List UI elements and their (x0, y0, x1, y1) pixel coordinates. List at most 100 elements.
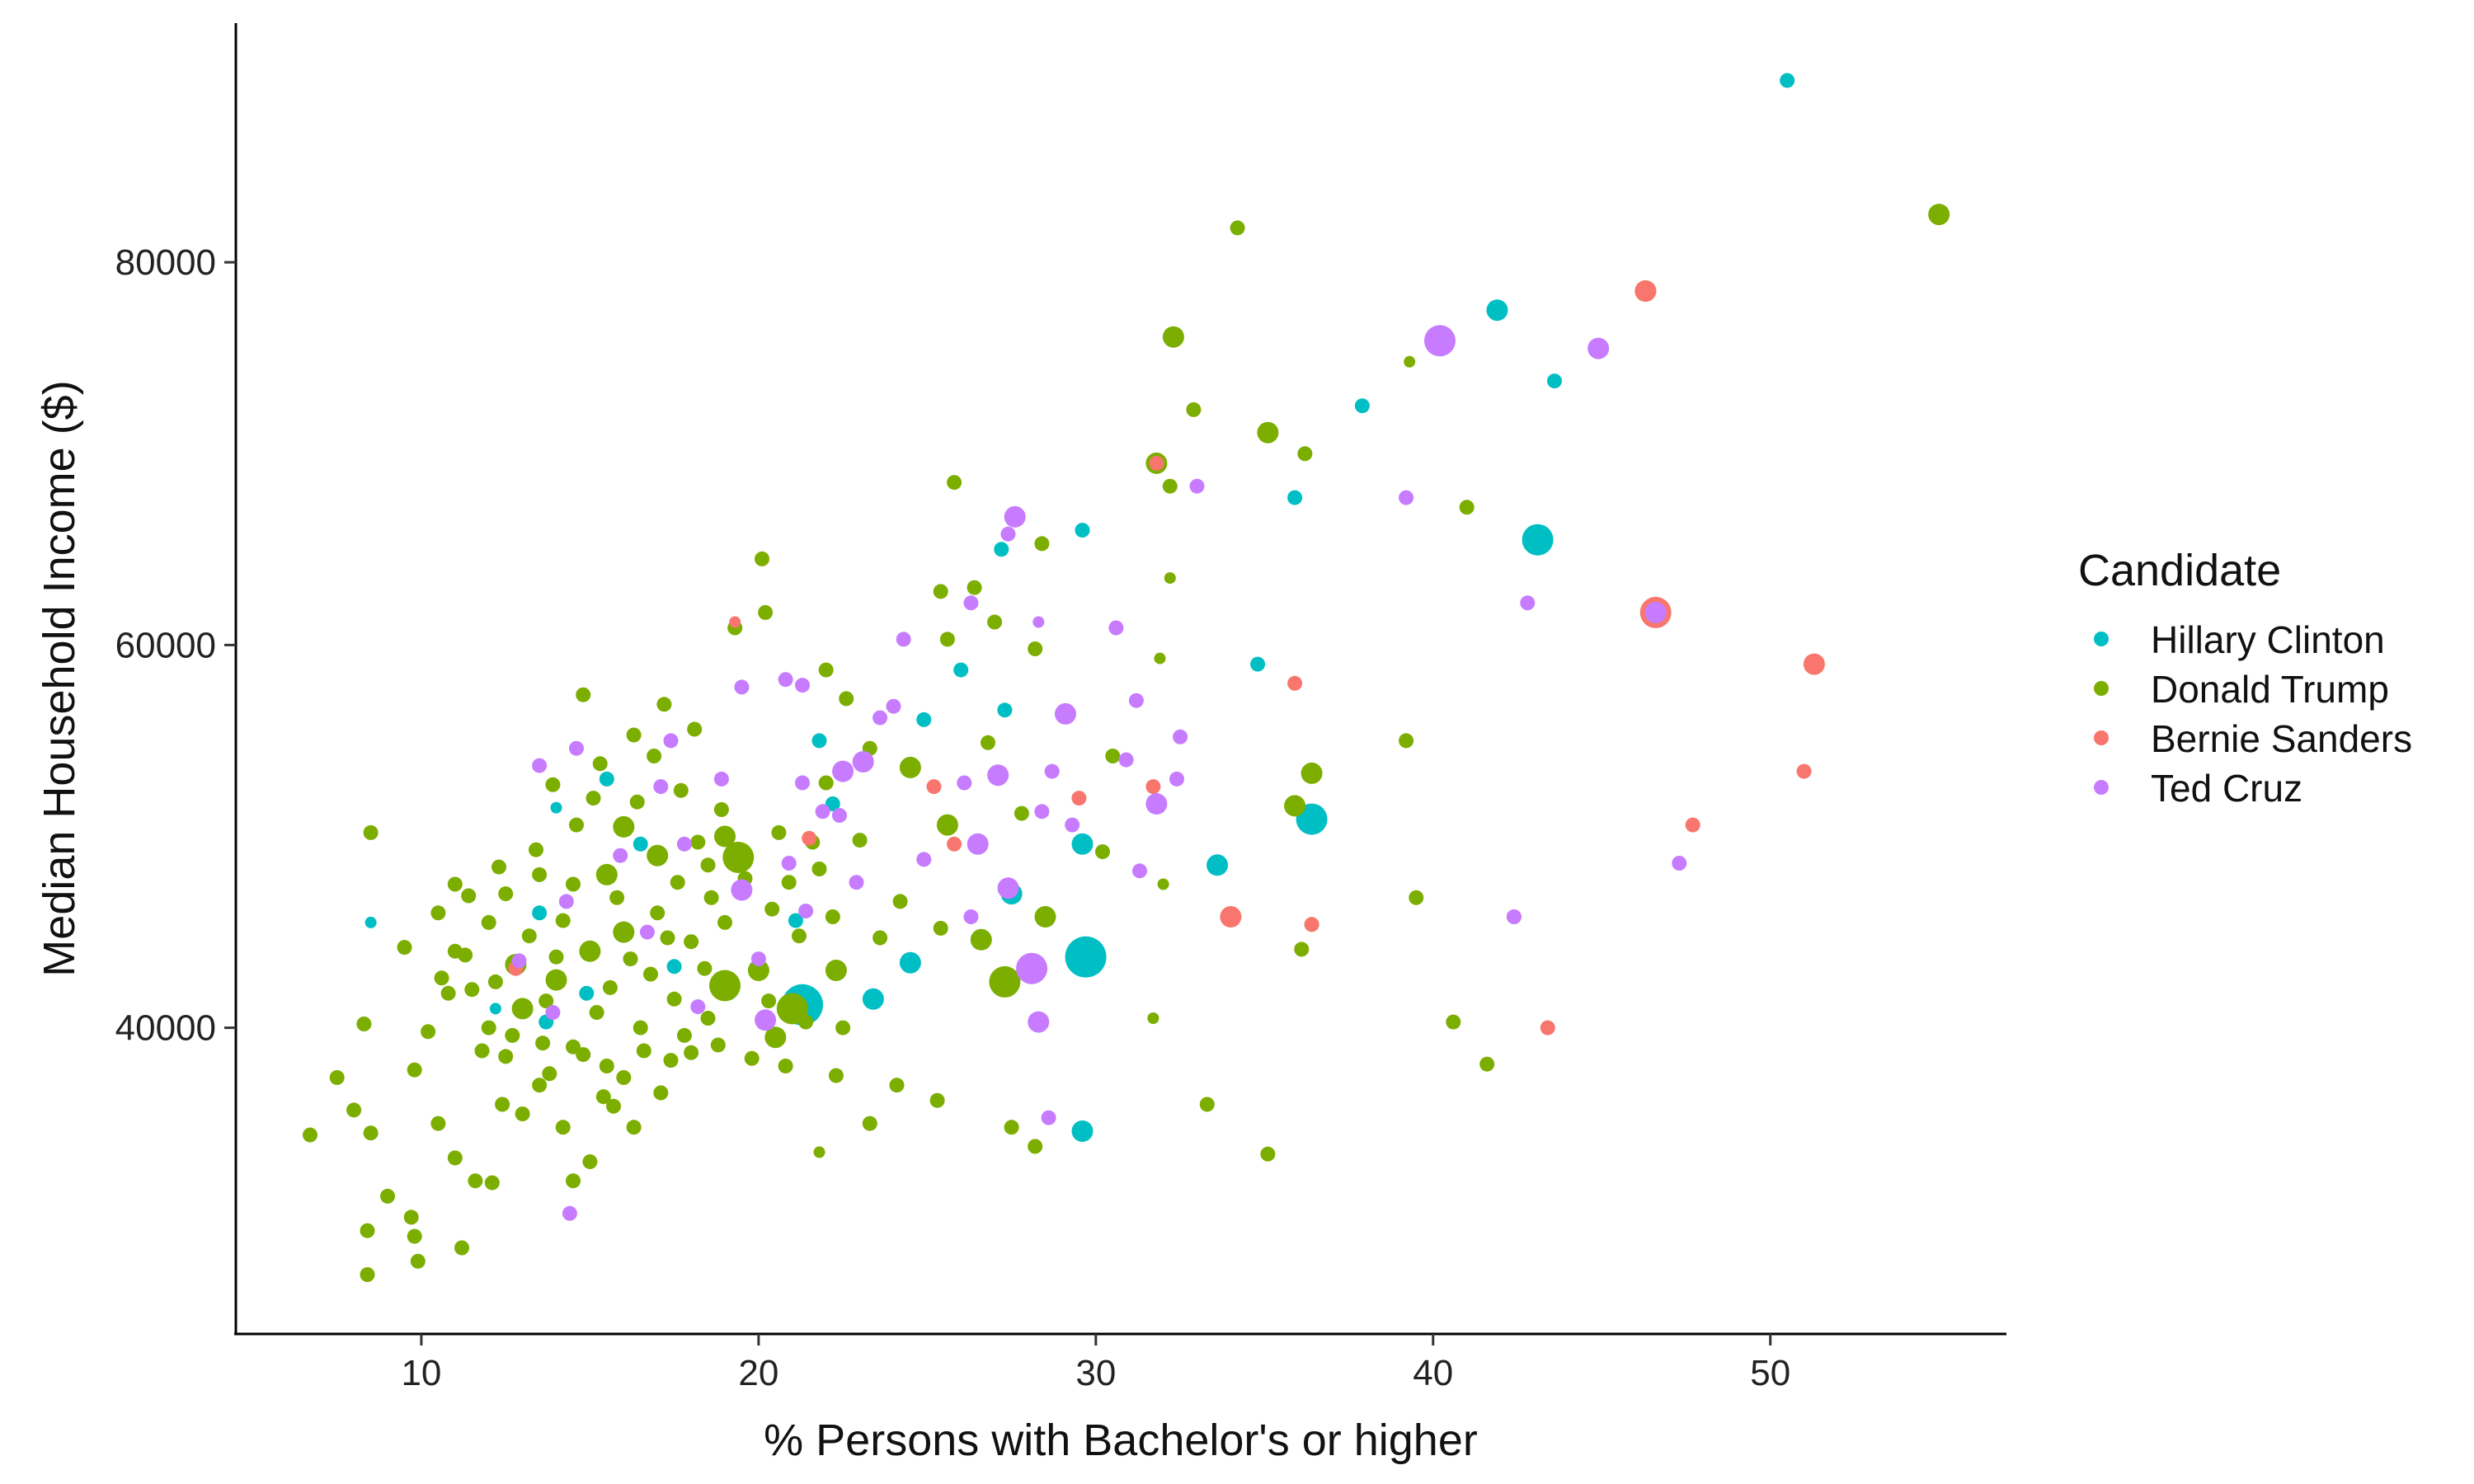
data-point (755, 551, 769, 566)
data-point (440, 985, 456, 1001)
data-point (447, 1150, 463, 1166)
data-point (734, 679, 750, 695)
x-tick-label: 30 (1075, 1353, 1116, 1393)
data-point (363, 1125, 379, 1141)
data-point (747, 960, 769, 981)
data-point (663, 733, 679, 749)
data-point (731, 879, 753, 901)
data-point (609, 890, 625, 905)
data-point (1459, 500, 1475, 515)
x-tick-label: 50 (1750, 1353, 1790, 1393)
data-point (852, 751, 874, 773)
data-point (303, 1127, 317, 1143)
data-point (613, 921, 635, 943)
data-point (1399, 490, 1414, 505)
y-tick-label: 40000 (115, 1008, 216, 1049)
data-point (811, 733, 827, 749)
data-point (947, 475, 962, 491)
data-point (1672, 856, 1687, 871)
data-point (997, 877, 1019, 899)
data-point (713, 771, 729, 787)
data-point (967, 580, 982, 595)
data-point (1164, 572, 1176, 585)
data-point (1506, 909, 1522, 924)
data-point (529, 842, 543, 857)
data-point (1173, 729, 1188, 744)
data-point (430, 905, 446, 921)
data-point (407, 1228, 422, 1244)
data-point (410, 1253, 426, 1269)
data-point (1154, 652, 1166, 665)
data-point (899, 951, 921, 974)
data-point (967, 833, 989, 855)
data-point (1587, 337, 1610, 359)
data-point (1547, 373, 1562, 389)
data-point (802, 830, 817, 846)
data-point (889, 1078, 905, 1093)
data-point (576, 1047, 591, 1063)
legend-items: Hillary Clinton Donald Trump Bernie Sander… (2094, 618, 2412, 810)
data-point (684, 1045, 699, 1060)
data-point (997, 702, 1013, 718)
data-point (729, 616, 741, 628)
data-point (872, 930, 888, 946)
data-point (666, 959, 682, 974)
data-point (792, 928, 807, 944)
data-point (403, 1209, 419, 1225)
data-point (626, 1120, 642, 1135)
data-point (1118, 752, 1134, 768)
data-point (758, 604, 774, 620)
data-point (916, 852, 932, 867)
data-point (656, 697, 672, 712)
data-point (771, 824, 787, 840)
data-point (545, 1005, 561, 1020)
data-point (595, 863, 618, 885)
data-point (750, 951, 766, 967)
data-point (1032, 616, 1045, 628)
data-point (647, 844, 669, 866)
data-point (673, 782, 689, 798)
data-point (511, 998, 534, 1020)
data-point (929, 1092, 945, 1108)
data-point (714, 825, 736, 848)
data-point (1796, 763, 1812, 779)
data-point (1803, 653, 1825, 675)
data-point (835, 1020, 851, 1036)
data-point (755, 1009, 777, 1031)
data-point (474, 1043, 490, 1059)
data-point (684, 934, 699, 950)
data-point (1145, 779, 1161, 795)
x-tick-label: 40 (1413, 1353, 1453, 1393)
data-point (862, 1115, 877, 1131)
data-point (458, 947, 473, 963)
data-point (1199, 1097, 1215, 1112)
data-point (1250, 656, 1266, 672)
data-point (690, 999, 706, 1015)
data-point (1644, 601, 1667, 623)
data-point (1105, 749, 1121, 763)
data-point (1016, 952, 1048, 984)
data-point (545, 777, 561, 792)
data-point (647, 749, 662, 763)
data-point (825, 796, 840, 811)
data-point (1028, 1139, 1043, 1154)
legend-key (2094, 681, 2109, 696)
y-tick-label: 80000 (115, 242, 216, 283)
x-tick-label: 10 (401, 1353, 441, 1393)
data-point (484, 1175, 500, 1190)
data-point (1071, 1120, 1094, 1142)
data-point (663, 1053, 679, 1068)
points-layer (303, 73, 1950, 1282)
data-point (653, 779, 669, 795)
data-point (1169, 771, 1184, 787)
data-point (653, 1085, 669, 1101)
data-point (933, 920, 948, 936)
data-point (498, 886, 514, 902)
data-point (916, 711, 932, 727)
data-point (1189, 478, 1205, 494)
data-point (713, 802, 729, 817)
data-point (532, 905, 548, 921)
data-point (764, 1026, 787, 1049)
data-point (815, 804, 830, 819)
data-point (788, 913, 803, 928)
